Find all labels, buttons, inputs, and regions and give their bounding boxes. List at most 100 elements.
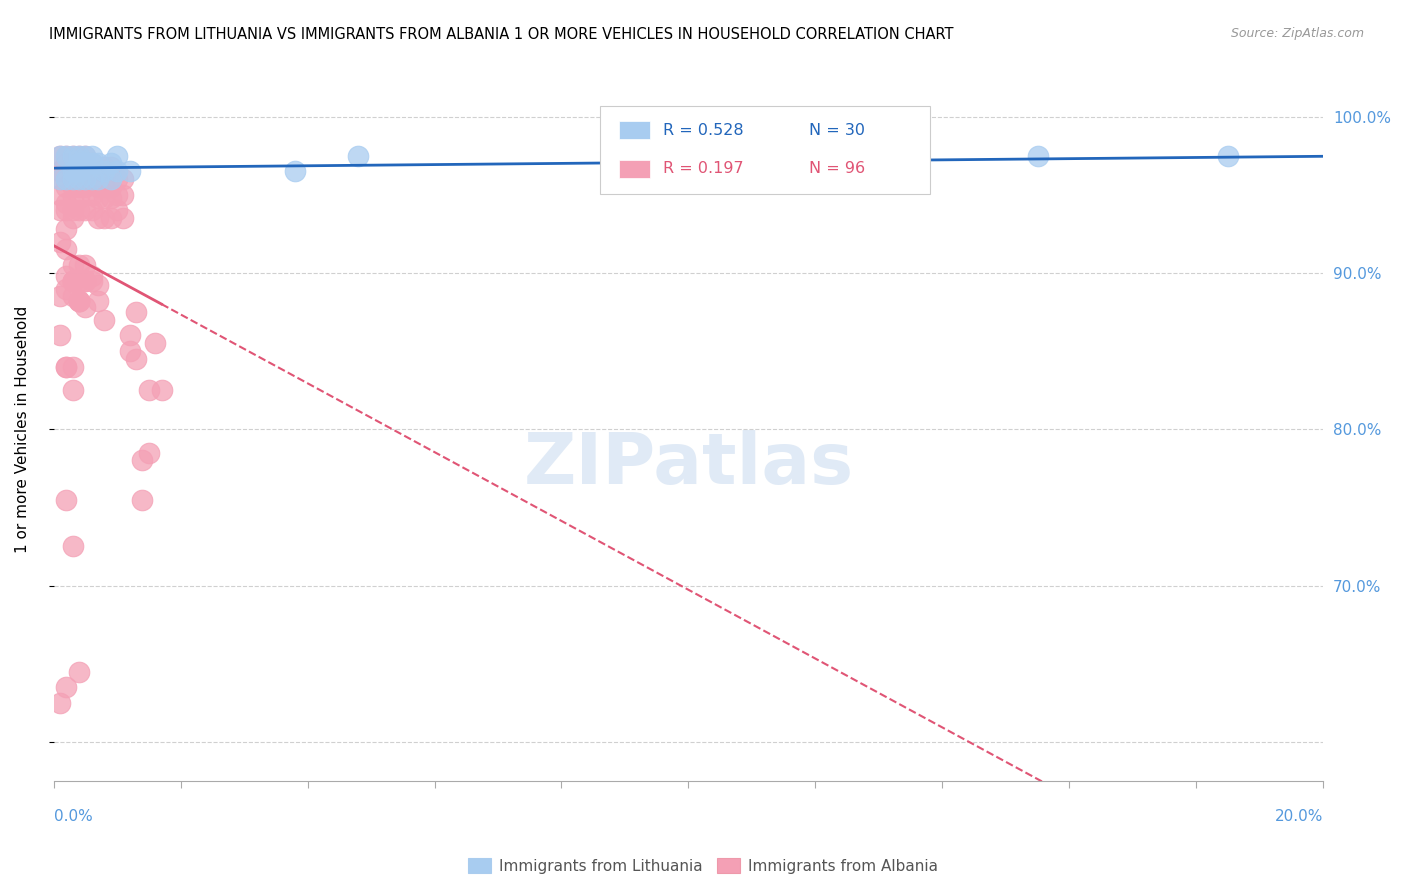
Point — [75, 258, 97, 272]
Point — [49, 328, 72, 343]
Point — [87, 211, 110, 226]
Point — [93, 164, 115, 178]
Point — [80, 172, 103, 186]
Point — [100, 156, 122, 170]
Point — [118, 328, 141, 343]
Point — [80, 274, 103, 288]
Point — [67, 274, 90, 288]
Point — [67, 160, 90, 174]
Point — [67, 172, 90, 186]
Point — [131, 453, 153, 467]
Point — [49, 172, 72, 186]
Point — [75, 172, 97, 186]
Point — [67, 148, 90, 162]
Point — [728, 164, 751, 178]
Point — [62, 383, 84, 397]
Point — [55, 243, 77, 257]
Point — [105, 148, 128, 162]
Point — [75, 274, 97, 288]
Point — [62, 172, 84, 186]
Point — [118, 344, 141, 359]
Point — [62, 180, 84, 194]
Point — [100, 191, 122, 205]
Point — [67, 258, 90, 272]
Point — [1216, 148, 1239, 162]
Point — [62, 148, 84, 162]
Point — [49, 696, 72, 710]
Point — [75, 160, 97, 174]
Point — [67, 203, 90, 218]
Point — [87, 164, 110, 178]
Point — [55, 156, 77, 170]
Point — [105, 187, 128, 202]
Point — [80, 148, 103, 162]
Point — [62, 274, 84, 288]
Point — [67, 148, 90, 162]
Point — [67, 293, 90, 308]
Point — [87, 156, 110, 170]
Point — [55, 222, 77, 236]
Point — [62, 160, 84, 174]
Point — [75, 156, 97, 170]
Point — [67, 172, 90, 186]
Text: N = 30: N = 30 — [808, 123, 865, 137]
Legend: Immigrants from Lithuania, Immigrants from Albania: Immigrants from Lithuania, Immigrants fr… — [463, 852, 943, 880]
Point — [62, 359, 84, 374]
Point — [49, 235, 72, 249]
Point — [67, 293, 90, 308]
FancyBboxPatch shape — [619, 160, 651, 178]
Point — [100, 160, 122, 174]
Point — [75, 180, 97, 194]
Point — [100, 180, 122, 194]
Point — [93, 191, 115, 205]
Point — [62, 289, 84, 303]
Point — [62, 274, 84, 288]
Point — [138, 445, 160, 459]
Point — [112, 187, 135, 202]
Point — [75, 300, 97, 314]
Point — [55, 172, 77, 186]
Point — [55, 148, 77, 162]
Point — [62, 191, 84, 205]
Point — [49, 164, 72, 178]
Point — [93, 180, 115, 194]
Point — [62, 148, 84, 162]
Point — [105, 172, 128, 186]
Point — [125, 351, 148, 366]
Point — [112, 211, 135, 226]
Point — [75, 203, 97, 218]
Point — [67, 156, 90, 170]
Text: ZIPatlas: ZIPatlas — [523, 430, 853, 499]
Point — [55, 492, 77, 507]
Point — [143, 336, 166, 351]
Point — [80, 187, 103, 202]
Text: R = 0.197: R = 0.197 — [664, 161, 744, 177]
Point — [49, 172, 72, 186]
Point — [80, 203, 103, 218]
Point — [150, 383, 173, 397]
Point — [75, 274, 97, 288]
Point — [347, 148, 370, 162]
Text: Source: ZipAtlas.com: Source: ZipAtlas.com — [1230, 27, 1364, 40]
Point — [138, 383, 160, 397]
Point — [67, 665, 90, 679]
Y-axis label: 1 or more Vehicles in Household: 1 or more Vehicles in Household — [15, 306, 30, 553]
Point — [87, 191, 110, 205]
Point — [67, 180, 90, 194]
Point — [49, 148, 72, 162]
Point — [75, 148, 97, 162]
Point — [55, 359, 77, 374]
Point — [49, 203, 72, 218]
Point — [87, 293, 110, 308]
Point — [1026, 148, 1049, 162]
Point — [80, 156, 103, 170]
Text: N = 96: N = 96 — [808, 161, 865, 177]
Point — [105, 203, 128, 218]
Point — [49, 289, 72, 303]
Point — [62, 258, 84, 272]
Text: IMMIGRANTS FROM LITHUANIA VS IMMIGRANTS FROM ALBANIA 1 OR MORE VEHICLES IN HOUSE: IMMIGRANTS FROM LITHUANIA VS IMMIGRANTS … — [49, 27, 953, 42]
Point — [284, 164, 307, 178]
Point — [67, 191, 90, 205]
Point — [62, 172, 84, 186]
Point — [100, 211, 122, 226]
